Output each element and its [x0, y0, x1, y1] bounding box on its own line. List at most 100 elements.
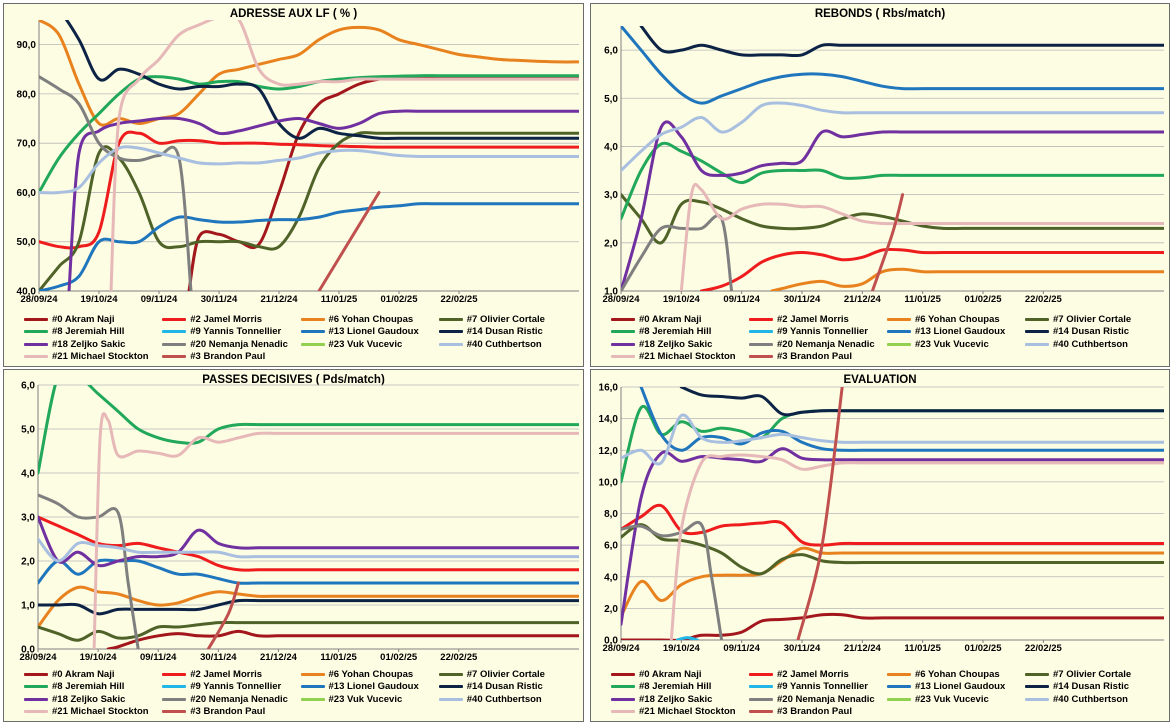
legend-item: #6 Yohan Choupas: [300, 313, 435, 326]
legend-item: #6 Yohan Choupas: [887, 668, 1021, 681]
y-tick-label: 6,0: [604, 541, 618, 552]
y-tick-label: 3,0: [604, 190, 618, 201]
series-line: [38, 537, 579, 563]
x-tick-label: 11/01/25: [321, 294, 358, 305]
x-tick-label: 09/11/24: [723, 294, 760, 305]
legend-item: #21 Michael Stockton: [24, 706, 158, 719]
legend-item: #6 Yohan Choupas: [300, 668, 435, 681]
chart-legend: #0 Akram Naji #2 Jamel Morris #6 Yohan Cho…: [24, 668, 573, 718]
legend-label: #13 Lionel Gaudoux: [915, 681, 1006, 693]
legend-label: #8 Jeremiah Hill: [639, 681, 712, 693]
series-line: [109, 20, 579, 291]
series-line: [679, 387, 1164, 417]
legend-swatch: [438, 697, 463, 701]
x-tick-label: 22/02/25: [1025, 294, 1063, 305]
legend-label: #7 Olivier Cortale: [1053, 313, 1132, 325]
series-line: [38, 620, 579, 642]
legend-label: #6 Yohan Choupas: [915, 668, 1000, 680]
legend-item: #0 Akram Naji: [611, 313, 745, 326]
legend-label: #3 Brandon Paul: [190, 706, 266, 718]
legend-item: #13 Lionel Gaudoux: [300, 326, 435, 339]
legend-swatch: [300, 330, 325, 334]
y-tick-label: 8,0: [604, 509, 618, 520]
legend-swatch: [611, 697, 635, 701]
legend-swatch: [24, 710, 48, 714]
legend-label: #18 Zeljko Sakic: [52, 693, 126, 705]
legend-swatch: [24, 342, 48, 346]
legend-label: #0 Akram Naji: [639, 668, 702, 680]
series-line: [639, 26, 1164, 58]
legend-item: #20 Nemanja Nenadic: [162, 693, 296, 706]
y-tick-label: 5,0: [604, 94, 618, 105]
legend-item: #18 Zeljko Sakic: [611, 693, 745, 706]
legend-swatch: [162, 710, 187, 714]
series-line: [38, 493, 140, 649]
legend-item: #20 Nemanja Nenadic: [749, 338, 883, 351]
legend-label: #13 Lionel Gaudoux: [328, 326, 419, 338]
x-tick-label: 28/09/24: [20, 652, 58, 663]
legend-swatch: [887, 342, 911, 346]
legend-swatch: [1025, 685, 1049, 689]
series-line: [38, 515, 579, 568]
series-line: [39, 145, 579, 195]
legend-label: #6 Yohan Choupas: [328, 313, 414, 325]
series-line: [317, 191, 381, 291]
legend-label: #8 Jeremiah Hill: [52, 326, 125, 338]
legend-item: #2 Jamel Morris: [749, 313, 883, 326]
legend-swatch: [438, 330, 463, 334]
series-line: [679, 182, 1164, 291]
series-line: [621, 120, 1164, 291]
series-line: [621, 141, 1164, 221]
legend-label: #20 Nemanja Nenadic: [777, 338, 875, 350]
legend-label: #18 Zeljko Sakic: [52, 338, 126, 350]
legend-item: #9 Yannis Tonnellier: [162, 681, 296, 694]
series-line: [39, 202, 579, 291]
x-tick-label: 21/12/24: [261, 294, 299, 305]
legend-swatch: [162, 342, 187, 346]
x-tick-label: 21/12/24: [844, 294, 882, 305]
legend-swatch: [438, 342, 463, 346]
legend-swatch: [24, 697, 48, 701]
x-tick-label: 09/11/24: [723, 643, 760, 654]
legend-item: #20 Nemanja Nenadic: [749, 693, 883, 706]
legend-swatch: [749, 685, 773, 689]
legend-swatch: [300, 672, 325, 676]
x-tick-label: 09/11/24: [140, 652, 177, 663]
legend-item: #40 Cuthbertson: [1025, 338, 1159, 351]
legend-swatch: [749, 317, 773, 321]
y-tick-label: 0,0: [21, 645, 35, 656]
legend-swatch: [611, 317, 635, 321]
legend-swatch: [300, 685, 325, 689]
y-tick-label: 50,0: [17, 237, 37, 248]
legend-swatch: [300, 697, 325, 701]
x-tick-label: 19/10/24: [80, 652, 118, 663]
x-tick-label: 30/11/24: [201, 294, 238, 305]
legend-swatch: [611, 355, 635, 359]
legend-item: #0 Akram Naji: [24, 313, 158, 326]
x-tick-label: 19/10/24: [663, 643, 701, 654]
legend-item: #14 Dusan Ristic: [438, 326, 573, 339]
legend-swatch: [611, 710, 635, 714]
legend-swatch: [749, 342, 773, 346]
legend-item: #3 Brandon Paul: [749, 706, 883, 719]
x-tick-label: 22/02/25: [1025, 643, 1063, 654]
legend-label: #13 Lionel Gaudoux: [915, 326, 1006, 338]
y-tick-label: 6,0: [604, 46, 618, 57]
legend-label: #18 Zeljko Sakic: [639, 338, 713, 350]
x-tick-label: 19/10/24: [81, 294, 119, 305]
chart-title: REBONDS ( Rbs/match): [814, 8, 946, 20]
legend-item: #2 Jamel Morris: [749, 668, 883, 681]
y-tick-label: 16,0: [599, 383, 619, 394]
x-tick-label: 30/11/24: [784, 643, 821, 654]
x-tick-label: 01/02/25: [965, 294, 1003, 305]
legend-swatch: [887, 330, 911, 334]
legend-item: #40 Cuthbertson: [438, 338, 573, 351]
legend-item: #7 Olivier Cortale: [438, 668, 573, 681]
legend-item: #3 Brandon Paul: [749, 351, 883, 364]
y-tick-label: 6,0: [21, 381, 35, 392]
legend-item: #23 Vuk Vucevic: [887, 338, 1021, 351]
legend-label: #40 Cuthbertson: [1053, 693, 1128, 705]
legend-label: #0 Akram Naji: [52, 313, 115, 325]
series-line: [39, 130, 579, 250]
series-line: [639, 387, 1164, 452]
